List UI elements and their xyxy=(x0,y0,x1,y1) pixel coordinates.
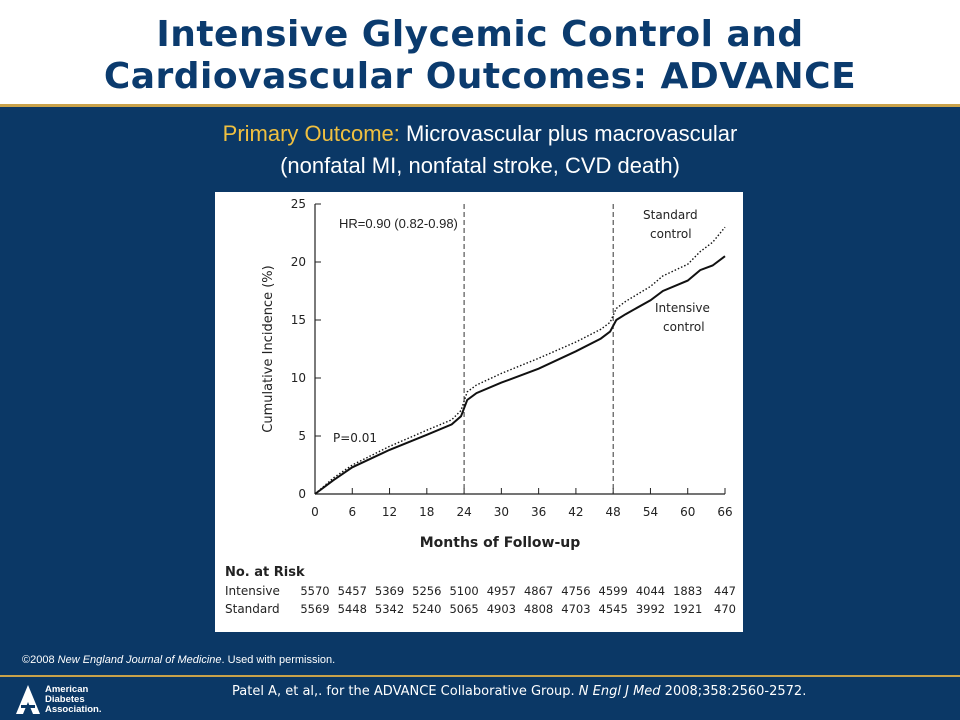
subtitle-line-1: Microvascular plus macrovascular xyxy=(399,121,738,146)
x-axis-label: Months of Follow-up xyxy=(420,535,581,551)
risk-count: 4867 xyxy=(524,584,553,598)
risk-count: 5457 xyxy=(338,584,367,598)
hazard-ratio-annotation: HR=0.90 (0.82-0.98) xyxy=(339,216,458,231)
standard-control-line xyxy=(314,226,726,495)
intensive-control-line xyxy=(314,255,726,495)
standard-label-line-1: Standard xyxy=(643,208,698,222)
risk-count: 5369 xyxy=(375,584,404,598)
x-tick-label: 30 xyxy=(494,505,509,519)
ada-logo: American Diabetes Association. xyxy=(16,684,102,715)
y-tick-label: 10 xyxy=(291,371,306,385)
risk-count: 1883 xyxy=(673,584,702,598)
x-tick-label: 54 xyxy=(643,505,658,519)
x-tick-label: 24 xyxy=(456,505,471,519)
risk-count: 4756 xyxy=(561,584,590,598)
x-tick-label: 60 xyxy=(680,505,695,519)
standard-label-line-2: control xyxy=(650,227,692,241)
risk-count: 4903 xyxy=(487,602,516,616)
x-tick-label: 0 xyxy=(311,505,319,519)
y-tick-label: 25 xyxy=(291,197,306,211)
footer-bar xyxy=(0,675,960,720)
citation: Patel A, et al,. for the ADVANCE Collabo… xyxy=(232,684,807,699)
risk-row-label-standard: Standard xyxy=(225,602,280,616)
risk-count: 5448 xyxy=(338,602,367,616)
copyright-notice: ©2008 New England Journal of Medicine. U… xyxy=(22,654,336,666)
p-value-annotation: P=0.01 xyxy=(333,431,377,445)
logo-line-1: American xyxy=(45,684,88,695)
risk-count: 5065 xyxy=(449,602,478,616)
risk-table-title: No. at Risk xyxy=(225,565,305,580)
x-tick-label: 66 xyxy=(717,505,732,519)
risk-count: 5570 xyxy=(300,584,329,598)
title-line-1: Intensive Glycemic Control and xyxy=(156,14,804,55)
risk-count: 4044 xyxy=(636,584,665,598)
x-tick-label: 18 xyxy=(419,505,434,519)
x-tick-label: 12 xyxy=(382,505,397,519)
risk-count: 5569 xyxy=(300,602,329,616)
risk-count: 3992 xyxy=(636,602,665,616)
y-tick-label: 5 xyxy=(298,429,306,443)
citation-journal: N Engl J Med xyxy=(578,684,661,699)
header: Intensive Glycemic Control and Cardiovas… xyxy=(0,0,960,104)
risk-count: 447 xyxy=(714,584,736,598)
kaplan-meier-chart: 0 5 10 15 20 25 0 6 12 18 24 30 36 42 48 54 60 66 Cumulat… xyxy=(225,197,736,616)
risk-count: 4808 xyxy=(524,602,553,616)
x-tick-label: 36 xyxy=(531,505,546,519)
risk-row-label-intensive: Intensive xyxy=(225,584,280,598)
ada-logo-icon xyxy=(16,685,40,714)
risk-count: 5100 xyxy=(449,584,478,598)
x-tick-label: 42 xyxy=(568,505,583,519)
risk-count: 4957 xyxy=(487,584,516,598)
x-tick-label: 48 xyxy=(606,505,621,519)
risk-count: 470 xyxy=(714,602,736,616)
title-line-2: Cardiovascular Outcomes: ADVANCE xyxy=(103,56,857,97)
risk-count: 4545 xyxy=(599,602,628,616)
slide-title: Intensive Glycemic Control and Cardiovas… xyxy=(0,14,960,98)
risk-count: 4703 xyxy=(561,602,590,616)
logo-line-2: Diabetes xyxy=(45,694,85,705)
intensive-label-line-1: Intensive xyxy=(655,301,710,315)
risk-count: 4599 xyxy=(599,584,628,598)
subtitle-line-2: (nonfatal MI, nonfatal stroke, CVD death… xyxy=(280,153,680,178)
logo-line-3: Association. xyxy=(45,704,102,715)
x-tick-label: 6 xyxy=(348,505,356,519)
y-axis-label: Cumulative Incidence (%) xyxy=(261,265,276,432)
risk-count: 5342 xyxy=(375,602,404,616)
y-tick-label: 20 xyxy=(291,255,306,269)
risk-count: 5240 xyxy=(412,602,441,616)
subtitle: Primary Outcome: Microvascular plus macr… xyxy=(0,118,960,182)
chart-figure: 0 5 10 15 20 25 0 6 12 18 24 30 36 42 48 54 60 66 Cumulat… xyxy=(215,192,743,632)
risk-count: 5256 xyxy=(412,584,441,598)
y-tick-label: 0 xyxy=(298,487,306,501)
copyright-journal: New England Journal of Medicine xyxy=(57,654,222,666)
title-divider xyxy=(0,104,960,107)
risk-count: 1921 xyxy=(673,602,702,616)
y-tick-label: 15 xyxy=(291,313,306,327)
subtitle-lead: Primary Outcome: xyxy=(222,121,400,146)
intensive-label-line-2: control xyxy=(663,320,705,334)
